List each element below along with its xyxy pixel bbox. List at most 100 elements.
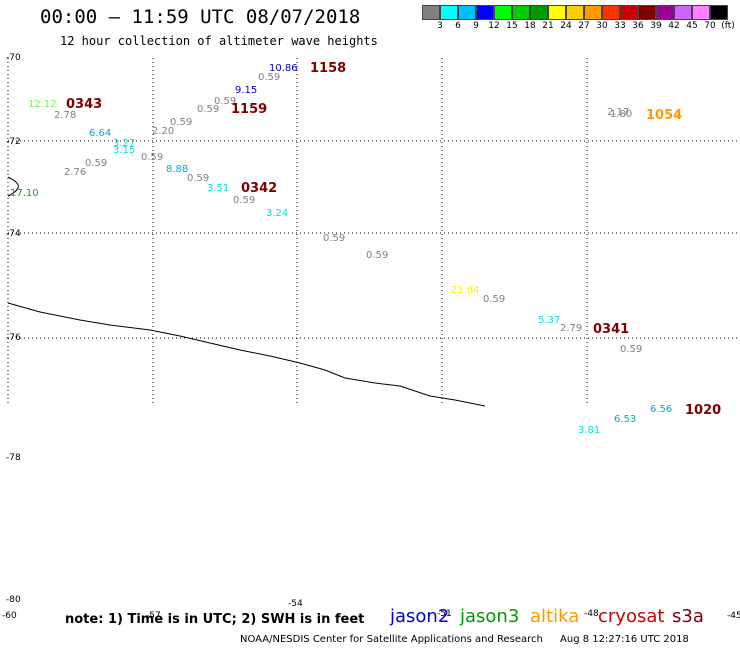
wave-height-value: 0.59: [170, 117, 192, 128]
legend-s3a: s3a: [672, 606, 704, 627]
wave-height-colorbar: [422, 5, 728, 20]
longitude-label: -54: [288, 599, 303, 609]
colorbar-tick-label: 18: [524, 21, 536, 31]
colorbar-swatch: [692, 5, 710, 20]
colorbar-tick-label: 24: [560, 21, 572, 31]
colorbar-tick-label: 9: [473, 21, 479, 31]
wave-height-value: 0.59: [197, 104, 219, 115]
wave-height-value: 3.51: [207, 183, 229, 194]
credit-line: NOAA/NESDIS Center for Satellite Applica…: [240, 634, 689, 645]
latitude-label: -80: [6, 595, 21, 605]
legend-jason3: jason3: [460, 606, 520, 627]
longitude-labels: -60 -57 -54 -51 -48 -45: [2, 599, 740, 621]
island-outline: [7, 176, 19, 197]
pass-time-label: 0341: [593, 322, 629, 337]
pass-time-label: 1020: [685, 403, 721, 418]
legend-jason2: jason2: [390, 606, 450, 627]
wave-height-value: 0.59: [483, 294, 505, 305]
colorbar-swatch: [422, 5, 440, 20]
colorbar-tick-label: 42: [668, 21, 680, 31]
colorbar-tick-label: 15: [506, 21, 518, 31]
colorbar-swatch: [584, 5, 602, 20]
wave-height-value: 17.10: [10, 188, 39, 199]
wave-height-observations: 12.122.786.643.273.150.592.7617.100.592.…: [10, 63, 672, 436]
wave-height-value: 6.64: [89, 128, 111, 139]
colorbar-tick-label: 45: [686, 21, 698, 31]
colorbar-tick-label: 6: [455, 21, 461, 31]
colorbar-tick-label: 12: [488, 21, 500, 31]
wave-height-value: 0.59: [233, 195, 255, 206]
wave-height-value: 5.37: [538, 315, 560, 326]
latitude-label: -78: [6, 453, 21, 463]
wave-height-value: 0.59: [323, 233, 345, 244]
colorbar-swatch: [602, 5, 620, 20]
wave-height-value: 2.17: [607, 107, 629, 118]
note-text: note: 1) Time is in UTC; 2) SWH is in fe…: [65, 612, 365, 627]
legend-cryosat: cryosat: [598, 606, 665, 627]
colorbar-tick-label: 33: [614, 21, 626, 31]
colorbar-swatch: [656, 5, 674, 20]
colorbar-swatch: [710, 5, 728, 20]
latitude-label: -76: [6, 333, 21, 343]
map-subtitle: 12 hour collection of altimeter wave hei…: [60, 34, 378, 48]
longitude-label: -57: [146, 611, 161, 621]
colorbar-labels: 3 6 9 12 15 18 21 24 27 30 33 36 39 42 45 70 (ft): [422, 21, 740, 33]
wave-height-value: 2.78: [54, 110, 76, 121]
colorbar-tick-label: 39: [650, 21, 662, 31]
longitude-label: -60: [2, 611, 17, 621]
latitude-label: -72: [6, 137, 21, 147]
wave-height-value: 3.24: [266, 208, 288, 219]
pass-time-labels: 0343 1158 1159 0342 1054 0341 1020: [66, 61, 721, 418]
latitude-labels: -70 -72 -74 -76 -78 -80: [6, 53, 21, 605]
wave-height-value: 2.20: [152, 126, 174, 137]
colorbar-swatch: [440, 5, 458, 20]
pass-time-label: 0342: [241, 181, 277, 196]
colorbar-swatch: [566, 5, 584, 20]
pass-time-label: 1054: [646, 108, 682, 123]
colorbar-tick-label: 70: [704, 21, 716, 31]
wave-height-value: 1.80: [610, 109, 632, 120]
wave-height-value: 12.12: [28, 99, 57, 110]
credit-text: NOAA/NESDIS Center for Satellite Applica…: [240, 634, 543, 645]
map-title: 00:00 – 11:59 UTC 08/07/2018: [40, 6, 361, 28]
colorbar-swatch: [476, 5, 494, 20]
legend-altika: altika: [530, 606, 580, 627]
colorbar-swatch: [512, 5, 530, 20]
colorbar-swatch: [458, 5, 476, 20]
wave-height-value: 2.76: [64, 167, 86, 178]
wave-height-value: 0.59: [85, 158, 107, 169]
wave-height-value: 6.53: [614, 414, 636, 425]
colorbar-tick-label: 3: [437, 21, 443, 31]
colorbar-swatch: [674, 5, 692, 20]
wave-height-value: 3.81: [578, 425, 600, 436]
colorbar-swatch: [494, 5, 512, 20]
wave-height-value: 2.79: [560, 323, 582, 334]
pass-time-label: 1158: [310, 61, 346, 76]
colorbar-tick-label: 21: [542, 21, 554, 31]
pass-time-label: 0343: [66, 97, 102, 112]
wave-height-value: 9.15: [235, 85, 257, 96]
wave-height-value: 6.56: [650, 404, 672, 415]
colorbar-unit: (ft): [721, 21, 735, 31]
latitude-label: -70: [6, 53, 21, 63]
wave-height-value: 0.59: [187, 173, 209, 184]
longitude-label: -48: [584, 609, 599, 619]
antarctic-coastline: [7, 302, 486, 407]
colorbar-tick-label: 30: [596, 21, 608, 31]
colorbar-swatch: [530, 5, 548, 20]
wave-height-value: 0.59: [214, 96, 236, 107]
wave-height-value: 3.15: [113, 145, 135, 156]
wave-height-value: 8.88: [166, 164, 188, 175]
generated-timestamp: Aug 8 12:27:16 UTC 2018: [560, 634, 689, 645]
colorbar-swatch: [548, 5, 566, 20]
wave-height-value: 0.59: [258, 72, 280, 83]
wave-height-value: 0.59: [620, 344, 642, 355]
colorbar-tick-label: 27: [578, 21, 590, 31]
colorbar-swatch: [638, 5, 656, 20]
longitude-label: -51: [437, 609, 452, 619]
wave-height-value: 0.59: [366, 250, 388, 261]
wave-height-value: 3.27: [113, 138, 135, 149]
wave-height-value: 21.84: [451, 285, 480, 296]
wave-height-value: 0.59: [141, 152, 163, 163]
